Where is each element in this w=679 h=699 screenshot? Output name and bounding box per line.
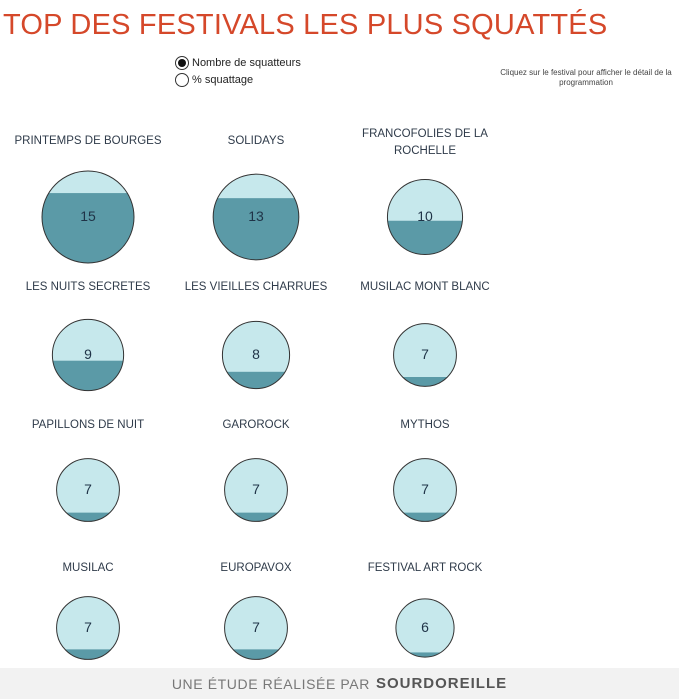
bubble-outline (224, 458, 288, 522)
festival-label[interactable]: GAROROCK (222, 419, 290, 431)
radio-label: % squattage (192, 73, 254, 86)
festival-bubble[interactable] (224, 596, 288, 660)
festival-bubble[interactable] (395, 598, 455, 658)
bubble-fill-level (224, 649, 288, 660)
festival-label[interactable]: EUROPAVOX (220, 562, 292, 574)
bubble-fill-level (395, 652, 455, 658)
festival-bubble[interactable] (393, 458, 457, 522)
bubble-fill-level (213, 198, 299, 260)
measure-toggle: Nombre de squatteurs % squattage (175, 54, 301, 88)
bubble-fill-level (42, 193, 134, 263)
bubble-fill-level (222, 371, 290, 389)
bubble-circle (224, 596, 288, 660)
bubble-fill-level (52, 360, 124, 391)
radio-label: Nombre de squatteurs (192, 56, 301, 69)
radio-selected-icon (175, 55, 189, 70)
festival-bubble[interactable] (56, 458, 120, 522)
bubble-layer (41, 170, 464, 660)
footer-brand-logo: SOURDOREILLE (375, 675, 508, 692)
bubble-fill-level (56, 512, 120, 522)
festival-bubble[interactable] (221, 320, 291, 390)
festival-bubble-chart: PRINTEMPS DE BOURGES 15 SOLIDAYS 13 FRANCOFO… (14, 128, 490, 660)
bubble-outline (393, 323, 457, 387)
festival-bubble[interactable] (393, 323, 457, 387)
bubble-circle (393, 323, 457, 387)
bubble-outline (221, 320, 291, 390)
bubble-circle (56, 596, 120, 660)
festival-label[interactable]: LES NUITS SECRETES (25, 281, 151, 293)
festival-bubble[interactable] (212, 173, 300, 261)
festival-label[interactable]: SOLIDAYS (227, 135, 285, 147)
festival-label[interactable]: FRANCOFOLIES DE LA ROCHELLE (362, 128, 488, 157)
bubble-outline (224, 596, 288, 660)
bubble-circle (224, 458, 288, 522)
festival-bubble[interactable] (41, 170, 135, 264)
click-hint: Cliquez sur le festival pour afficher le… (500, 68, 672, 87)
radio-nombre-squatteurs[interactable]: Nombre de squatteurs (175, 54, 301, 71)
bubble-outline (212, 173, 300, 261)
festival-bubble[interactable] (224, 458, 288, 522)
footer: UNE ÉTUDE RÉALISÉE PAR SOURDOREILLE (0, 668, 679, 699)
bubble-circle (395, 598, 455, 658)
bubble-fill-level (387, 220, 463, 255)
festival-label[interactable]: MUSILAC (62, 562, 114, 574)
festival-bubble[interactable] (386, 178, 464, 256)
radio-unselected-icon (175, 72, 189, 87)
bubble-circle (56, 458, 120, 522)
footer-credit: UNE ÉTUDE RÉALISÉE PAR (171, 675, 370, 692)
bubble-outline (51, 318, 125, 392)
bubble-circle (393, 458, 457, 522)
festival-label[interactable]: MYTHOS (400, 419, 450, 431)
festival-label[interactable]: LES VIEILLES CHARRUES (184, 281, 328, 293)
bubble-fill-level (224, 512, 288, 522)
bubble-outline (395, 598, 455, 658)
bubble-outline (41, 170, 135, 264)
page-title: TOP DES FESTIVALS LES PLUS SQUATTÉS (3, 9, 608, 41)
bubble-fill-level (393, 376, 457, 387)
bubble-outline (393, 458, 457, 522)
bubble-fill-level (393, 512, 457, 522)
festival-bubble[interactable] (56, 596, 120, 660)
festival-label[interactable]: PAPILLONS DE NUIT (31, 419, 145, 431)
festival-label[interactable]: PRINTEMPS DE BOURGES (14, 135, 162, 147)
festival-label[interactable]: MUSILAC MONT BLANC (360, 281, 490, 293)
festival-label[interactable]: FESTIVAL ART ROCK (367, 562, 483, 574)
radio-pourcentage-squattage[interactable]: % squattage (175, 71, 301, 88)
bubble-outline (56, 596, 120, 660)
bubble-outline (56, 458, 120, 522)
festival-bubble[interactable] (51, 318, 125, 392)
bubble-outline (386, 178, 464, 256)
bubble-fill-level (56, 649, 120, 660)
